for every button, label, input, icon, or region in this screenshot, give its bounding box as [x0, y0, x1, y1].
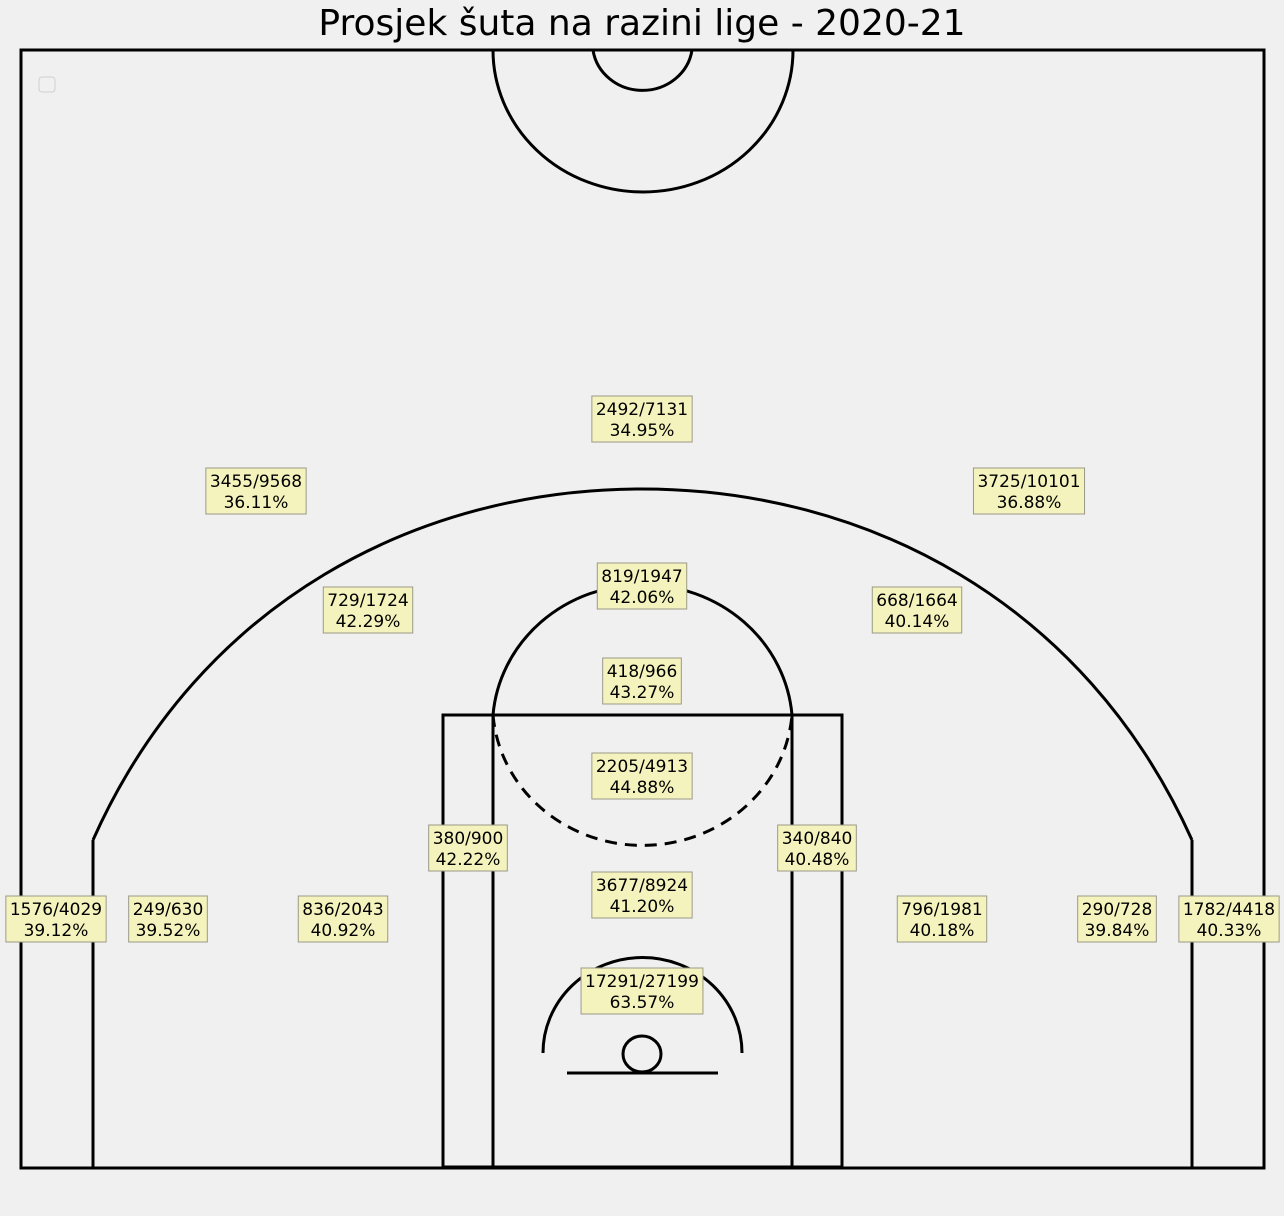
zone-label-box	[972, 467, 1086, 515]
lane-inner	[491, 713, 794, 1169]
zone-label-box	[205, 467, 307, 515]
zone-made-attempted: 340/840	[782, 829, 853, 849]
chart-title: Prosjek šuta na razini lige - 2020-21	[318, 3, 966, 44]
zone-made-attempted: 819/1947	[601, 567, 682, 587]
zone-pct: 40.48%	[785, 850, 850, 870]
zone-label-box	[580, 967, 704, 1015]
center-circle-inner	[591, 49, 694, 92]
zone-pct: 40.92%	[311, 921, 376, 941]
zone-label-box	[896, 895, 988, 943]
free-throw-circle-bottom	[491, 714, 794, 847]
zone-made-attempted: 729/1724	[327, 591, 408, 611]
zone-pct: 63.57%	[610, 993, 675, 1013]
zone-made-attempted: 668/1664	[876, 591, 957, 611]
zone-made-attempted: 249/630	[133, 900, 204, 920]
zone-label-box	[322, 586, 414, 634]
zone-made-attempted: 290/728	[1082, 900, 1153, 920]
legend-box	[38, 76, 56, 93]
zone-made-attempted: 2205/4913	[596, 757, 688, 777]
zone-pct: 41.20%	[610, 897, 675, 917]
zone-made-attempted: 2492/7131	[596, 400, 688, 420]
zone-made-attempted: 3725/10101	[977, 472, 1080, 492]
hoop	[621, 1034, 663, 1074]
zone-label-box	[591, 871, 693, 919]
zone-pct: 44.88%	[610, 778, 675, 798]
zone-label-box	[596, 562, 688, 610]
zone-made-attempted: 3455/9568	[210, 472, 302, 492]
zone-pct: 42.06%	[610, 588, 675, 608]
zone-made-attempted: 17291/27199	[585, 972, 699, 992]
zone-pct: 42.22%	[436, 850, 501, 870]
zone-made-attempted: 1782/4418	[1183, 900, 1275, 920]
zone-label-box	[602, 657, 682, 705]
zone-pct: 42.29%	[336, 612, 401, 632]
zone-pct: 34.95%	[610, 421, 675, 441]
zone-label-box	[5, 895, 107, 943]
zone-label-box	[428, 824, 508, 872]
zone-made-attempted: 1576/4029	[10, 900, 102, 920]
zone-label-box	[128, 895, 208, 943]
restricted-area-arc	[541, 956, 744, 1054]
center-circle-outer	[491, 49, 795, 194]
zone-made-attempted: 796/1981	[901, 900, 982, 920]
zone-pct: 40.33%	[1197, 921, 1262, 941]
zone-pct: 39.84%	[1085, 921, 1150, 941]
zone-pct: 39.12%	[24, 921, 89, 941]
zone-label-box	[297, 895, 389, 943]
zone-pct: 36.11%	[224, 493, 289, 513]
zone-label-box	[871, 586, 963, 634]
zone-made-attempted: 836/2043	[302, 900, 383, 920]
zone-label-box	[591, 752, 693, 800]
three-point-arc	[91, 487, 1194, 841]
zone-made-attempted: 3677/8924	[596, 876, 688, 896]
zone-label-box	[591, 395, 693, 443]
zone-pct: 39.52%	[136, 921, 201, 941]
zone-pct: 43.27%	[610, 683, 675, 703]
zone-pct: 36.88%	[997, 493, 1062, 513]
zone-made-attempted: 418/966	[607, 662, 678, 682]
zone-label-box	[1077, 895, 1157, 943]
zone-pct: 40.14%	[885, 612, 950, 632]
zone-pct: 40.18%	[910, 921, 975, 941]
zone-label-box	[1178, 895, 1280, 943]
zone-made-attempted: 380/900	[433, 829, 504, 849]
zone-label-box	[777, 824, 857, 872]
